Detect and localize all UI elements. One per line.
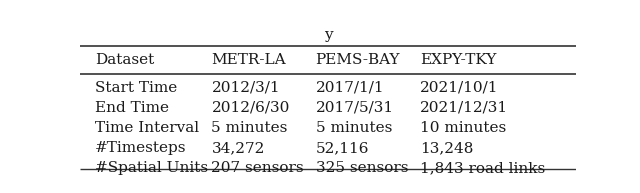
Text: 2021/12/31: 2021/12/31 [420,101,508,115]
Text: y: y [324,28,332,42]
Text: 5 minutes: 5 minutes [211,121,288,135]
Text: 5 minutes: 5 minutes [316,121,392,135]
Text: Start Time: Start Time [95,81,177,95]
Text: 2012/3/1: 2012/3/1 [211,81,280,95]
Text: End Time: End Time [95,101,169,115]
Text: 10 minutes: 10 minutes [420,121,506,135]
Text: 52,116: 52,116 [316,141,369,155]
Text: 2012/6/30: 2012/6/30 [211,101,290,115]
Text: #Spatial Units: #Spatial Units [95,161,208,175]
Text: EXPY-TKY: EXPY-TKY [420,52,496,67]
Text: Time Interval: Time Interval [95,121,199,135]
Text: 34,272: 34,272 [211,141,265,155]
Text: 325 sensors: 325 sensors [316,161,408,175]
Text: 207 sensors: 207 sensors [211,161,304,175]
Text: 2021/10/1: 2021/10/1 [420,81,499,95]
Text: 1,843 road links: 1,843 road links [420,161,545,175]
Text: 2017/1/1: 2017/1/1 [316,81,384,95]
Text: METR-LA: METR-LA [211,52,286,67]
Text: PEMS-BAY: PEMS-BAY [316,52,400,67]
Text: 13,248: 13,248 [420,141,473,155]
Text: 2017/5/31: 2017/5/31 [316,101,394,115]
Text: Dataset: Dataset [95,52,154,67]
Text: #Timesteps: #Timesteps [95,141,186,155]
